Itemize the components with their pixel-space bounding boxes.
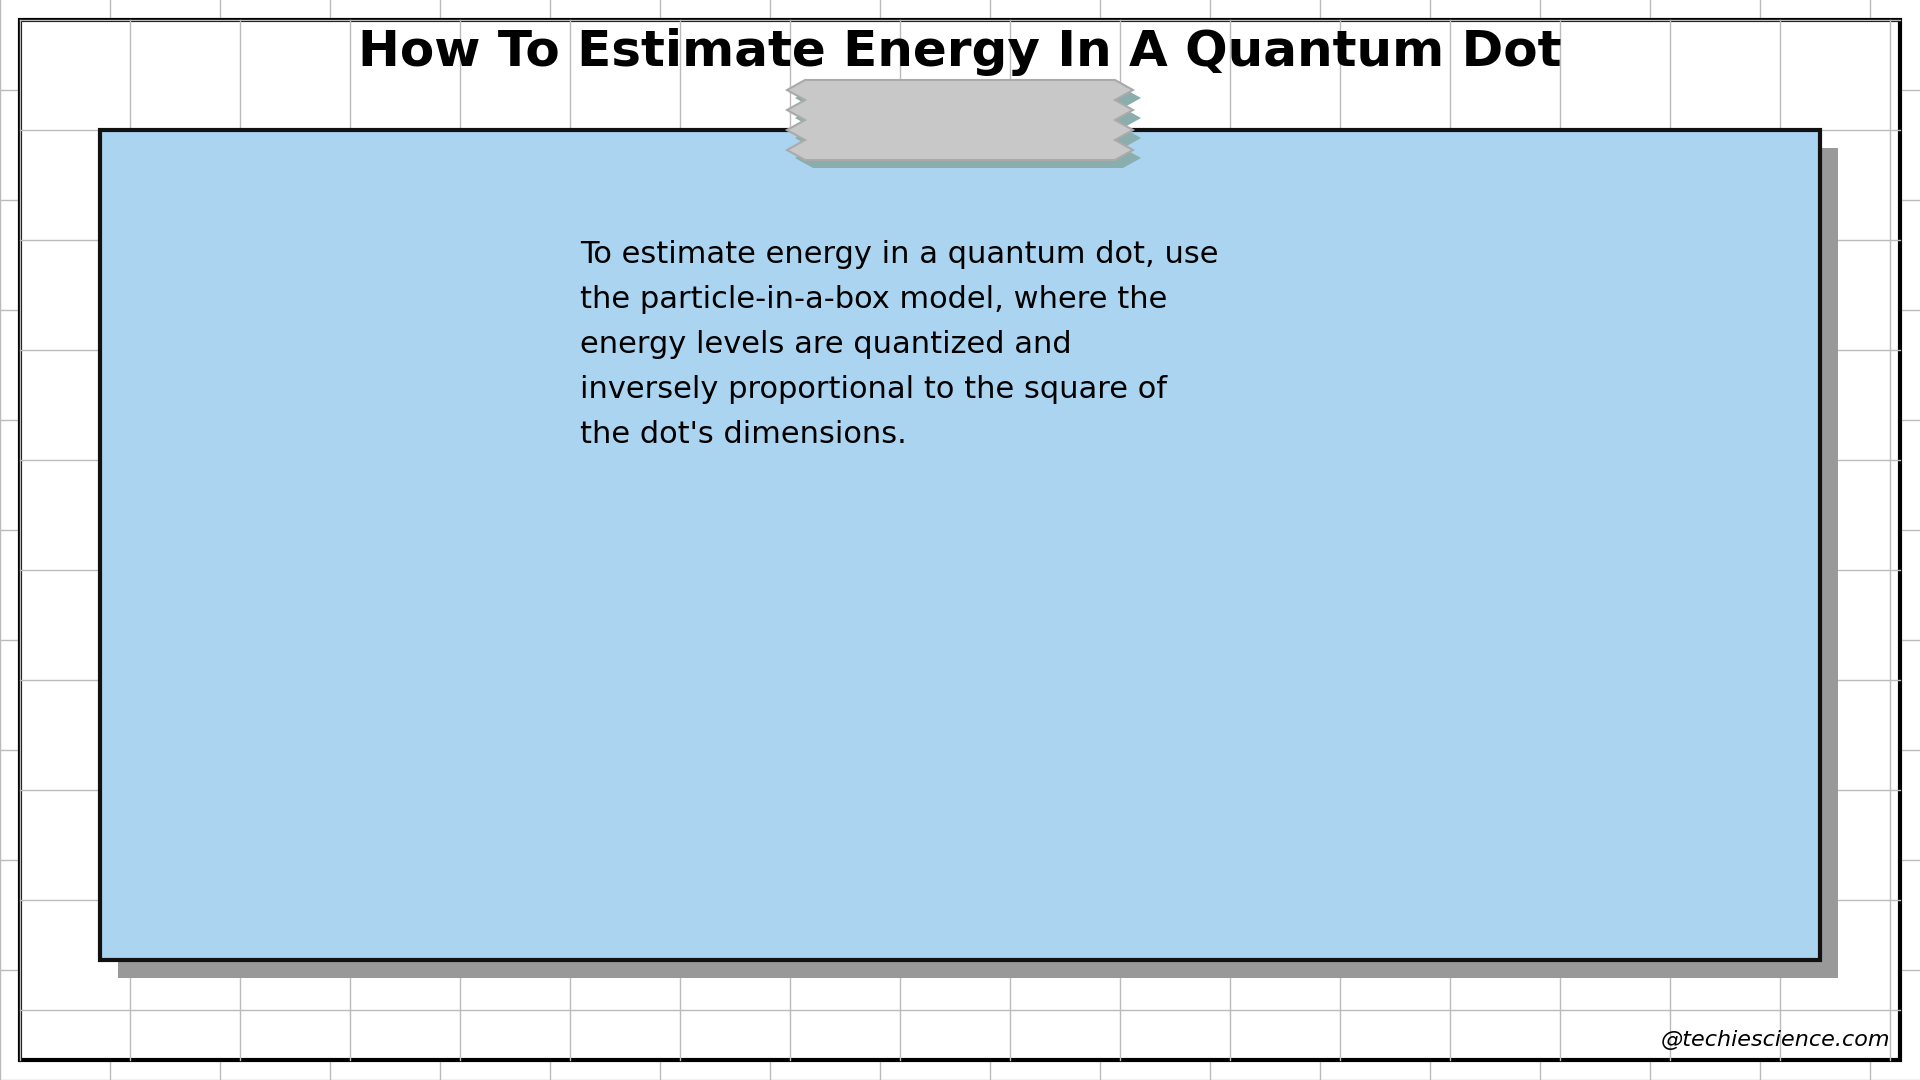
Bar xyxy=(117,148,1837,978)
Text: To estimate energy in a quantum dot, use
the particle-in-a-box model, where the
: To estimate energy in a quantum dot, use… xyxy=(580,240,1219,449)
Text: How To Estimate Energy In A Quantum Dot: How To Estimate Energy In A Quantum Dot xyxy=(359,28,1561,76)
Text: @techiescience.com: @techiescience.com xyxy=(1661,1030,1889,1050)
Bar xyxy=(100,130,1820,960)
Polygon shape xyxy=(795,87,1140,168)
Polygon shape xyxy=(787,80,1133,160)
